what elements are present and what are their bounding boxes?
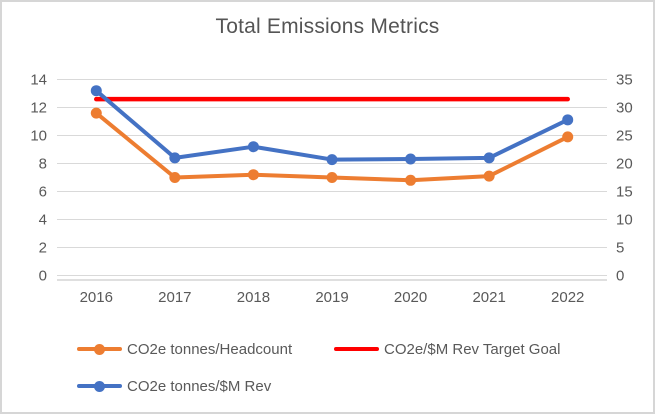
svg-text:5: 5 [616, 240, 624, 257]
data-point [247, 141, 259, 153]
svg-text:0: 0 [616, 268, 624, 285]
series-2 [90, 85, 574, 166]
data-point [483, 152, 495, 164]
svg-text:2017: 2017 [158, 289, 191, 306]
data-point [90, 107, 102, 119]
svg-text:6: 6 [39, 184, 47, 201]
legend-label: CO2e/$M Rev Target Goal [384, 340, 561, 358]
svg-text:0: 0 [39, 268, 47, 285]
svg-text:10: 10 [30, 128, 47, 145]
svg-text:14: 14 [30, 72, 47, 89]
x-axis-labels: 2016 2017 2018 2019 2020 2021 2022 [80, 289, 585, 306]
data-point [562, 114, 574, 126]
svg-text:2021: 2021 [472, 289, 505, 306]
legend-item-co2e-tonnes-rev: CO2e tonnes/$M Rev [77, 377, 272, 395]
svg-text:2018: 2018 [237, 289, 270, 306]
chart-title: Total Emissions Metrics [215, 15, 440, 38]
svg-text:20: 20 [616, 156, 633, 173]
data-point [405, 153, 417, 165]
data-point [326, 154, 338, 166]
svg-text:4: 4 [39, 212, 47, 229]
orange-line-marker-icon [77, 341, 122, 357]
legend-item-target-goal: CO2e/$M Rev Target Goal [334, 340, 561, 358]
data-point [169, 152, 181, 164]
data-point [169, 172, 181, 183]
series-0 [90, 107, 574, 186]
right-axis-labels: 0 5 10 15 20 25 30 35 [616, 72, 633, 285]
data-point [247, 169, 259, 181]
data-point [405, 174, 417, 186]
svg-text:2020: 2020 [394, 289, 427, 306]
svg-text:8: 8 [39, 156, 47, 173]
svg-text:15: 15 [616, 184, 633, 201]
svg-text:35: 35 [616, 72, 633, 89]
svg-text:25: 25 [616, 128, 633, 145]
data-point [562, 131, 574, 143]
left-axis-labels: 0 2 4 6 8 10 12 14 [30, 72, 47, 285]
svg-text:30: 30 [616, 100, 633, 117]
legend-item-co2e-tonnes-headcount: CO2e tonnes/Headcount [77, 340, 293, 358]
red-line-icon [334, 341, 379, 357]
svg-text:2019: 2019 [315, 289, 348, 306]
legend-label: CO2e tonnes/Headcount [127, 340, 293, 358]
svg-text:2016: 2016 [80, 289, 113, 306]
data-point [483, 170, 495, 182]
svg-text:2022: 2022 [551, 289, 584, 306]
svg-text:10: 10 [616, 212, 633, 229]
blue-line-marker-icon [77, 378, 122, 394]
data-point [90, 85, 102, 97]
legend-label: CO2e tonnes/$M Rev [127, 377, 272, 395]
svg-text:2: 2 [39, 240, 47, 257]
data-point [326, 172, 338, 183]
svg-text:12: 12 [30, 100, 47, 117]
